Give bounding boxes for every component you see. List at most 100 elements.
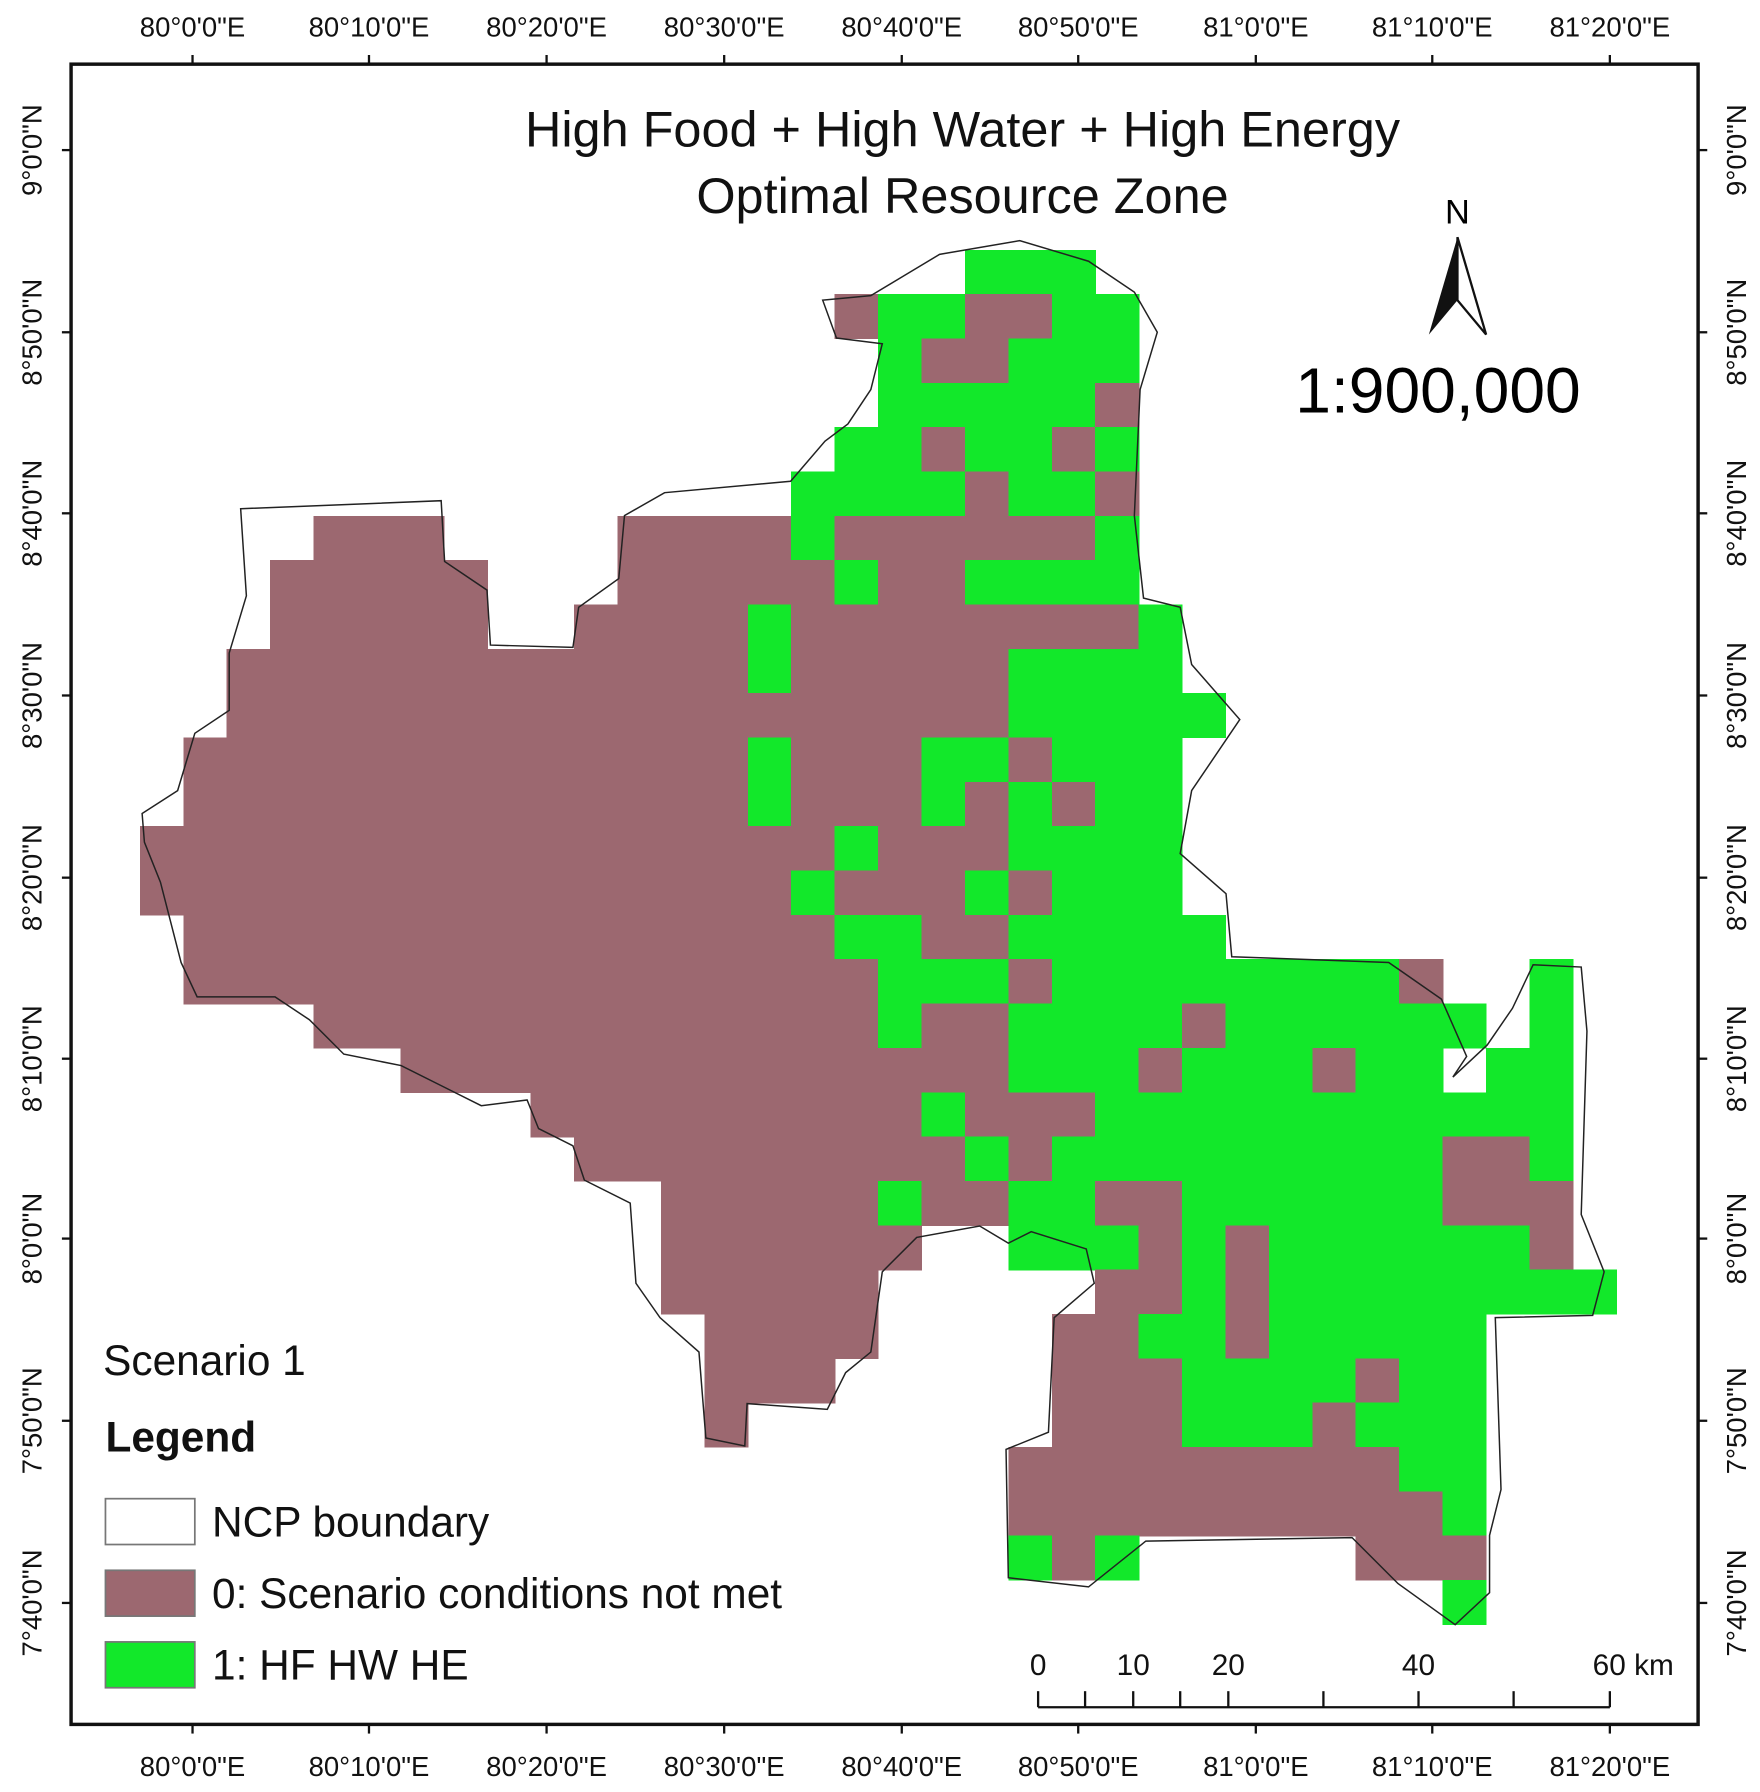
raster-cell (878, 604, 923, 650)
raster-cell (530, 737, 575, 783)
raster-cell (1225, 1225, 1270, 1271)
raster-cell (270, 560, 315, 606)
raster-cell (1486, 1092, 1531, 1138)
raster-cell (1486, 1136, 1531, 1182)
raster-cell (1008, 294, 1053, 340)
raster-cell (747, 1225, 792, 1271)
raster-cell (1399, 1358, 1444, 1404)
raster-cell (1355, 1047, 1400, 1093)
raster-cell (1442, 1491, 1487, 1537)
raster-cell (791, 870, 836, 916)
raster-cell (1138, 1180, 1183, 1226)
raster-cell (964, 471, 1010, 517)
raster-cell (921, 338, 966, 384)
raster-cell (313, 870, 358, 916)
raster-cell (747, 1003, 792, 1049)
raster-cell (704, 1092, 749, 1138)
raster-cell (791, 1269, 836, 1315)
raster-cell (1399, 1269, 1444, 1315)
raster-cell (487, 914, 532, 960)
raster-cell (1442, 1313, 1487, 1360)
raster-cell (834, 1269, 879, 1315)
raster-cell (834, 427, 879, 473)
raster-cell (1442, 1447, 1487, 1493)
raster-cell (791, 1047, 836, 1093)
raster-cell (1182, 1402, 1227, 1448)
raster-cell (1008, 781, 1053, 827)
legend-title: Legend (105, 1414, 256, 1461)
raster-cell (443, 648, 488, 694)
raster-cell (791, 471, 836, 517)
legend-swatch (104, 1569, 196, 1617)
lat-label: 8°40'0"N (1721, 460, 1752, 567)
raster-cell (1138, 826, 1183, 872)
raster-cell (530, 1003, 575, 1049)
raster-cell (747, 560, 792, 606)
raster-cell (443, 604, 488, 650)
raster-cell (834, 604, 879, 650)
raster-cell (139, 870, 184, 916)
raster-cell (964, 338, 1010, 384)
raster-cell (704, 1003, 749, 1049)
raster-cell (1051, 560, 1096, 606)
raster-cell (1355, 1402, 1400, 1448)
raster-cell (1268, 1447, 1313, 1493)
raster-cell (1008, 1535, 1053, 1581)
ncp-boundary (141, 239, 1605, 1626)
raster-cell (660, 826, 706, 872)
scale-ratio: 1:900,000 (1295, 354, 1580, 426)
raster-cell (921, 959, 966, 1005)
raster-cell (1051, 1402, 1096, 1448)
raster-cell (964, 1003, 1010, 1049)
raster-cell (747, 1136, 792, 1182)
raster-cell (834, 914, 879, 960)
raster-cell (1312, 1269, 1357, 1315)
raster-cell (400, 914, 445, 960)
raster-cell (704, 959, 749, 1005)
raster-cell (1442, 1003, 1487, 1049)
lat-label: 7°50'0"N (1721, 1367, 1752, 1474)
raster-cell (400, 870, 445, 916)
lon-label: 81°10'0"E (1372, 1751, 1493, 1782)
raster-cell (964, 870, 1010, 916)
lon-label: 80°20'0"E (486, 12, 607, 43)
raster-cell (660, 1225, 706, 1271)
raster-cell (878, 1136, 923, 1182)
lat-label: 8°20'0"N (16, 824, 47, 931)
raster-cell (574, 604, 619, 650)
raster-cell (617, 693, 662, 739)
north-label: N (1445, 193, 1470, 231)
raster-cell (1095, 1491, 1140, 1537)
raster-cell (356, 781, 402, 827)
raster-cell (1312, 1003, 1357, 1049)
raster-cell (1225, 1136, 1270, 1182)
raster-cell (1225, 959, 1270, 1005)
raster-cell (617, 781, 662, 827)
raster-cell (1225, 1269, 1270, 1315)
raster-cell (1399, 1047, 1444, 1093)
raster-cell (1008, 382, 1053, 428)
raster-cell (704, 1358, 749, 1404)
raster-cell (1182, 1313, 1227, 1360)
lat-label: 8°50'0"N (1721, 279, 1752, 386)
raster-cell (1399, 959, 1444, 1005)
raster-cell (747, 959, 792, 1005)
raster-cell (270, 737, 315, 783)
raster-cell (1051, 294, 1096, 340)
raster-cell (1138, 1003, 1183, 1049)
raster-cell (747, 1180, 792, 1226)
raster-cell (704, 737, 749, 783)
raster-cell (704, 1402, 749, 1448)
raster-cell (530, 1047, 575, 1093)
raster-cell (617, 1003, 662, 1049)
raster-cell (400, 959, 445, 1005)
raster-cell (1138, 959, 1183, 1005)
raster-cell (660, 737, 706, 783)
raster-cell (921, 382, 966, 428)
raster-cell (660, 1003, 706, 1049)
raster-cell (660, 1269, 706, 1315)
raster-cell (791, 560, 836, 606)
raster-cell (1399, 1003, 1444, 1049)
raster-cell (356, 648, 402, 694)
